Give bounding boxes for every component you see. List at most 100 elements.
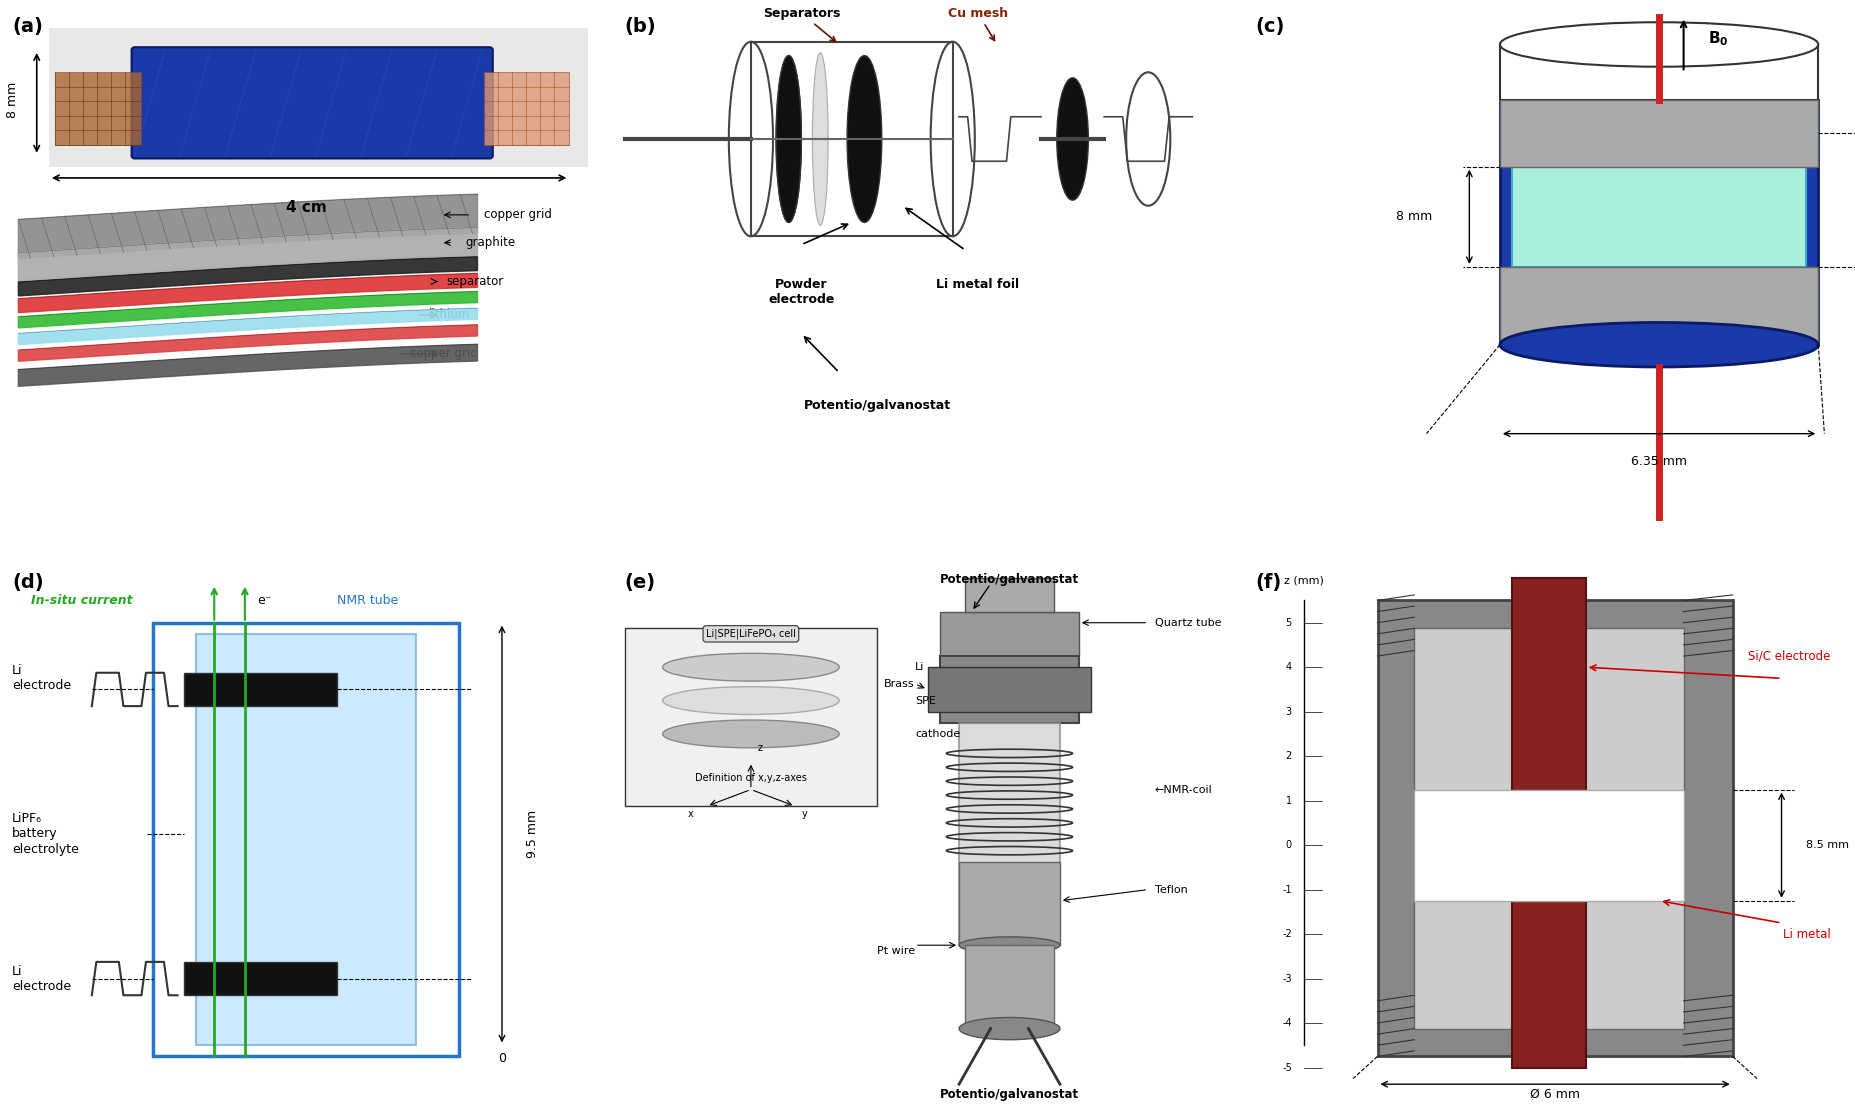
Bar [1501,44,1818,100]
Text: z: z [757,743,762,753]
Bar [1512,578,1586,1068]
Text: x: x [688,810,694,820]
Bar [1501,100,1818,167]
Text: Potentio/galvanostat: Potentio/galvanostat [803,399,950,413]
Text: 0: 0 [1286,841,1291,850]
Text: Quartz tube: Quartz tube [1154,618,1221,627]
Text: Cu mesh: Cu mesh [948,7,1007,40]
Text: 8 mm: 8 mm [1397,210,1432,224]
Bar [928,667,1091,712]
Text: Definition of x,y,z-axes: Definition of x,y,z-axes [696,774,807,783]
Text: -3: -3 [1282,974,1291,983]
Polygon shape [19,257,477,296]
Text: (f): (f) [1256,573,1282,592]
Text: -5: -5 [1282,1063,1291,1072]
Text: graphite: graphite [466,236,516,249]
Text: 4: 4 [1286,663,1291,672]
Bar [940,656,1080,723]
Text: cathode: cathode [915,729,961,738]
Text: Li metal foil: Li metal foil [937,278,1020,291]
Text: LiPF₆
battery
electrolyte: LiPF₆ battery electrolyte [13,813,80,855]
Text: Pt wire: Pt wire [877,946,915,955]
Text: 2: 2 [1286,752,1291,761]
Bar [184,673,338,706]
Ellipse shape [959,936,1059,954]
Text: Teflon: Teflon [1154,885,1187,894]
Text: copper gric: copper gric [410,347,477,360]
Ellipse shape [662,686,838,714]
Bar [1378,600,1733,1056]
Text: 5: 5 [1286,618,1291,627]
Text: Li|SPE|LiFePO₄ cell: Li|SPE|LiFePO₄ cell [707,628,796,639]
Ellipse shape [812,52,827,225]
Text: (e): (e) [625,573,657,592]
Ellipse shape [848,56,881,222]
Text: In-situ current: In-situ current [30,594,132,607]
Text: (b): (b) [625,17,657,36]
Ellipse shape [662,653,838,681]
Text: Li: Li [915,663,924,672]
Ellipse shape [775,56,801,222]
Text: 1: 1 [1286,796,1291,805]
Bar [940,612,1080,656]
Text: Powder
electrode: Powder electrode [768,278,835,306]
Ellipse shape [775,56,801,222]
Polygon shape [19,274,477,312]
Text: y: y [801,810,807,820]
Text: NMR tube: NMR tube [338,594,399,607]
Bar [152,623,460,1056]
Bar [1501,100,1818,345]
Polygon shape [19,345,477,386]
Bar [751,41,953,236]
Text: Ø 6 mm: Ø 6 mm [1530,1088,1580,1101]
Text: 8 mm: 8 mm [6,82,19,118]
Text: Potentio/galvanostat: Potentio/galvanostat [940,1088,1080,1101]
Bar [965,578,1054,612]
Text: (d): (d) [13,573,45,592]
FancyBboxPatch shape [625,628,877,806]
Text: Li
electrode: Li electrode [13,664,70,693]
Text: -1: -1 [1282,885,1291,894]
Polygon shape [19,228,477,280]
Bar [1414,628,1684,1029]
Bar [48,28,588,167]
Text: Si/C electrode: Si/C electrode [1747,649,1831,663]
Polygon shape [19,325,477,361]
Bar [56,72,141,145]
Bar [484,72,569,145]
Text: Separators: Separators [762,7,840,41]
Text: z (mm): z (mm) [1284,576,1324,586]
Text: ←NMR-coil: ←NMR-coil [1154,785,1213,794]
Text: separator: separator [447,275,505,288]
Text: e⁻: e⁻ [258,594,271,607]
Bar [1414,790,1684,901]
Text: -4: -4 [1282,1019,1291,1027]
Ellipse shape [1057,78,1089,200]
Text: Brass: Brass [885,679,915,688]
Text: lithium: lithium [429,308,469,321]
Text: copper grid: copper grid [484,208,551,221]
Bar [197,634,416,1045]
Text: SPE: SPE [915,696,935,705]
Text: 6.35 mm: 6.35 mm [1631,455,1686,468]
Text: Li
electrode: Li electrode [13,964,70,993]
Polygon shape [19,308,477,345]
Ellipse shape [1501,22,1818,67]
Bar [965,945,1054,1029]
Text: 9.5 mm: 9.5 mm [527,810,540,858]
Bar [1512,167,1807,267]
Text: (c): (c) [1256,17,1284,36]
Ellipse shape [662,721,838,747]
Text: 8.5 mm: 8.5 mm [1807,841,1849,850]
Text: -2: -2 [1282,930,1291,939]
Bar [959,723,1059,945]
Text: Potentio/galvanostat: Potentio/galvanostat [940,573,1080,586]
Text: 0: 0 [497,1052,506,1065]
Text: Li metal: Li metal [1783,927,1831,941]
Ellipse shape [1501,322,1818,367]
Text: 4 cm: 4 cm [286,200,326,215]
Polygon shape [19,291,477,328]
Bar [959,862,1059,945]
Polygon shape [19,195,477,258]
Text: 3: 3 [1286,707,1291,716]
